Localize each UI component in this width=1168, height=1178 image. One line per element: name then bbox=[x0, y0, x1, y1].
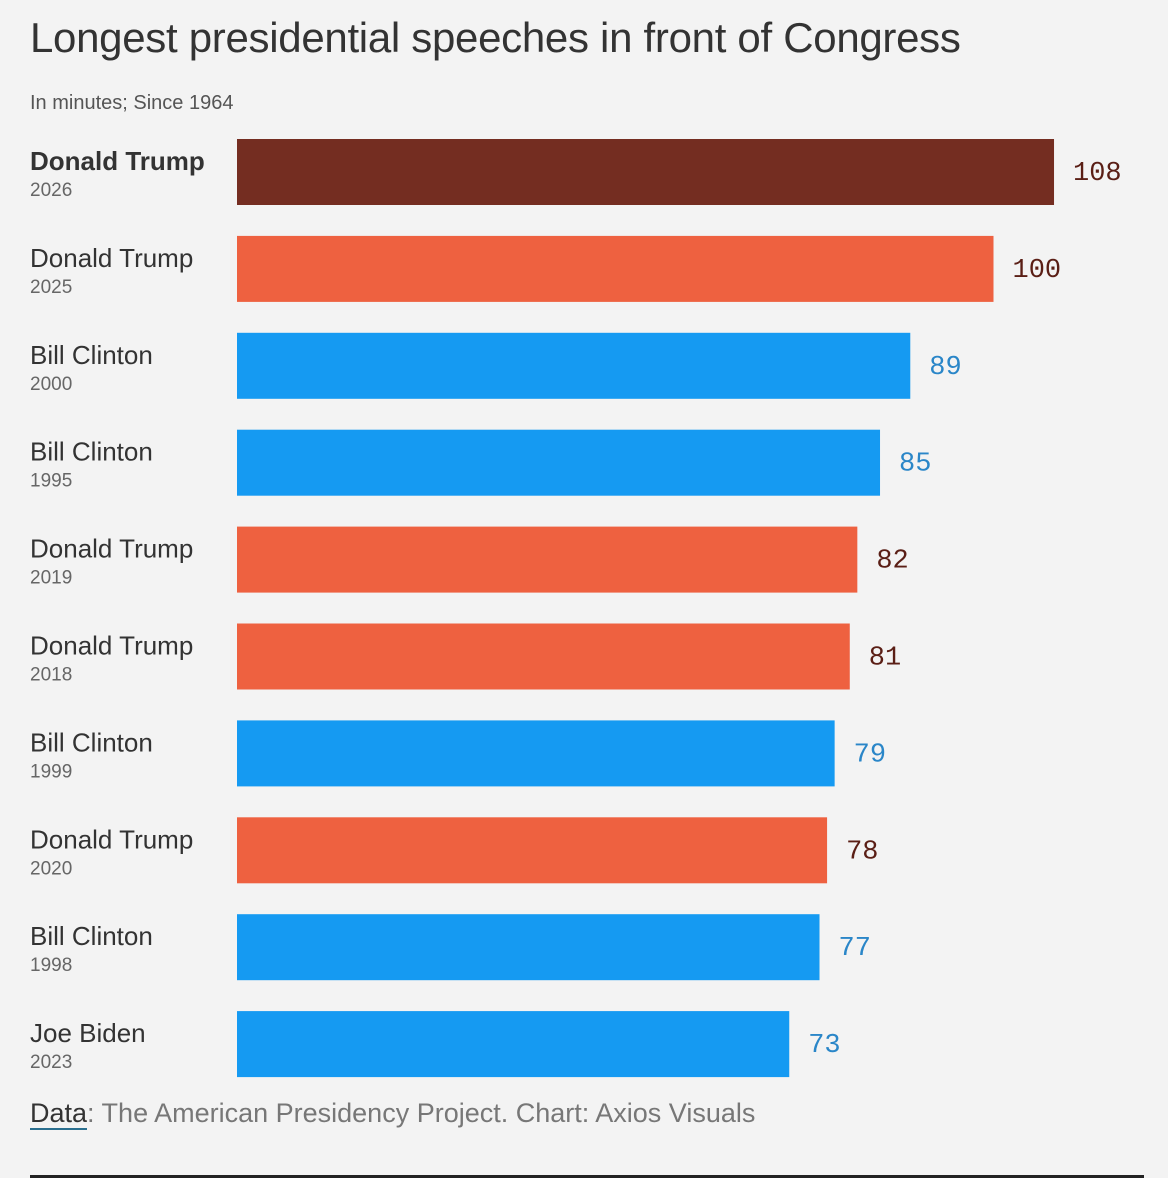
bar-value-label: 78 bbox=[846, 837, 878, 867]
bar-value-label: 82 bbox=[876, 547, 908, 577]
bar-name-label: Donald Trump bbox=[30, 534, 193, 564]
bar-name-label: Donald Trump bbox=[30, 243, 193, 273]
bar-value-label: 85 bbox=[899, 450, 931, 480]
bar-name-label: Donald Trump bbox=[30, 146, 205, 176]
source-text: : The American Presidency Project. Chart… bbox=[87, 1098, 756, 1128]
bar bbox=[237, 235, 994, 302]
source-note: Data: The American Presidency Project. C… bbox=[30, 1098, 756, 1130]
bar-year-label: 2019 bbox=[30, 568, 72, 589]
bar-year-label: 2018 bbox=[30, 665, 72, 686]
bar-year-label: 2020 bbox=[30, 858, 72, 879]
bar-value-label: 100 bbox=[1013, 256, 1062, 286]
bar-value-label: 73 bbox=[808, 1031, 840, 1061]
bar-value-label: 108 bbox=[1073, 159, 1122, 189]
bar bbox=[237, 526, 858, 593]
bar bbox=[237, 623, 850, 690]
bar-name-label: Joe Biden bbox=[30, 1018, 146, 1048]
bar-name-label: Donald Trump bbox=[30, 824, 193, 854]
bottom-rule bbox=[30, 1175, 1144, 1178]
bar bbox=[237, 817, 828, 884]
bar bbox=[237, 1011, 790, 1078]
bar-value-label: 89 bbox=[929, 353, 961, 383]
bar bbox=[237, 332, 911, 399]
bar bbox=[237, 720, 835, 787]
bar-name-label: Bill Clinton bbox=[30, 340, 153, 370]
bar-value-label: 77 bbox=[839, 934, 871, 964]
bar-year-label: 2000 bbox=[30, 374, 72, 395]
chart-title: Longest presidential speeches in front o… bbox=[30, 14, 961, 61]
bar bbox=[237, 139, 1055, 205]
bar-year-label: 2026 bbox=[30, 180, 72, 201]
bar-chart: Donald Trump 2026 108 Donald Trump 2025 100 Bi… bbox=[30, 139, 1122, 1078]
bar-name-label: Bill Clinton bbox=[30, 921, 153, 951]
source-link[interactable]: Data bbox=[30, 1098, 88, 1130]
bar-value-label: 81 bbox=[869, 644, 901, 674]
bar-name-label: Donald Trump bbox=[30, 631, 193, 661]
bar-year-label: 2025 bbox=[30, 277, 72, 298]
chart-subtitle: In minutes; Since 1964 bbox=[30, 92, 234, 114]
bar bbox=[237, 429, 881, 496]
bar-name-label: Bill Clinton bbox=[30, 727, 153, 757]
bar-year-label: 2023 bbox=[30, 1052, 72, 1073]
bar-name-label: Bill Clinton bbox=[30, 437, 153, 467]
bar-year-label: 1995 bbox=[30, 471, 72, 492]
bar-year-label: 1999 bbox=[30, 761, 72, 782]
bar-value-label: 79 bbox=[854, 740, 886, 770]
bar-year-label: 1998 bbox=[30, 955, 72, 976]
bar bbox=[237, 914, 820, 981]
